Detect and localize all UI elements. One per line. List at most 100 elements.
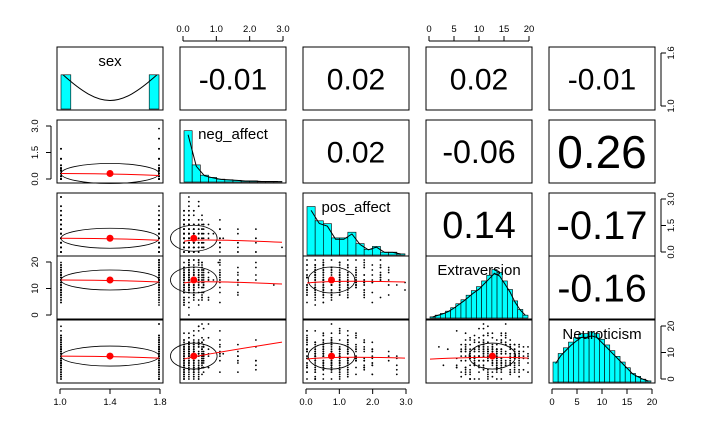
scatter-point [460,350,463,353]
histogram-bar [599,338,605,383]
scatter-point [192,264,195,266]
scatter-point [322,373,325,376]
scatter-point [192,296,195,299]
scatter-point [60,284,62,286]
scatter-point [60,336,62,339]
scatter-point [158,296,160,299]
scatter-point [201,274,203,276]
scatter-point [464,355,467,357]
scatter-point [363,364,366,367]
scatter-point [395,355,398,357]
scatter-point [527,346,529,348]
scatter-point [188,205,190,208]
scatter-point [197,286,200,289]
scatter-point [363,341,366,344]
scatter-point [158,274,160,276]
scatter-point [201,228,203,231]
scatter-point [314,375,317,378]
scatter-point [478,371,480,373]
scatter-point [464,332,467,335]
scatter-point [322,334,325,337]
scatter-point [518,375,520,378]
scatter-point [322,339,325,341]
scatter-point [237,284,239,286]
scatter-point [237,251,239,253]
scatter-point [188,264,190,266]
scatter-point [338,348,341,351]
scatter-point [346,284,349,286]
scatter-point [60,339,62,341]
scatter-point [379,279,382,281]
scatter-point [346,375,349,378]
histogram-bar [481,280,488,319]
scatter-point [188,200,190,203]
left-axis-tick-label: 1.5 [30,146,41,159]
scatter-point [202,339,205,341]
bottom-axis-tick-label: 1.0 [53,397,66,408]
right-axis-tick-label: 0 [666,376,677,381]
scatter-point [158,362,160,364]
scatter-point [219,219,221,221]
scatter-point [158,219,160,221]
bottom-axis-tick-label: 20 [647,397,658,408]
scatter-point [346,264,349,266]
scatter-point [219,339,221,341]
scatter-point [355,274,357,276]
scatter-point [469,348,471,351]
scatter-point [491,364,494,367]
scatter-point [201,350,203,353]
scatter-point [255,228,257,231]
scatter-point [491,362,494,364]
histogram-bar [60,74,72,110]
panel-Neuroticism-neg_affect [179,319,287,384]
histogram-bar [573,337,580,383]
scatter-point [314,264,317,266]
scatter-point [192,209,195,212]
scatter-point [522,350,525,353]
scatter-point [197,366,200,369]
scatter-point [363,259,366,261]
scatter-point [404,289,406,291]
scatter-point [355,355,357,357]
scatter-point [158,334,160,337]
scatter-point [197,200,200,203]
variable-label: sex [98,53,122,70]
scatter-point [478,364,480,367]
scatter-point [495,352,498,355]
scatter-point [330,323,333,325]
scatter-point [455,364,458,367]
bottom-axis-tick-label: 2.0 [366,397,379,408]
scatter-point [338,364,341,367]
scatter-point [509,348,512,351]
scatter-point [522,355,525,357]
scatter-point [355,373,357,376]
scatter-point [500,352,503,355]
panel-sex-neg_affect [179,46,287,111]
scatter-point [346,362,349,364]
scatter-point [237,266,239,269]
scatter-point [504,364,507,367]
scatter-point [338,286,341,289]
scatter-point [201,294,203,296]
scatter-point [330,339,333,341]
scatter-point [192,299,195,301]
scatter-point [306,339,308,341]
scatter-point [330,359,333,362]
scatter-point [188,223,190,226]
scatter-point [158,368,160,371]
scatter-point [487,332,489,335]
scatter-point [201,299,203,301]
scatter-point [237,279,239,281]
scatter-point [438,346,440,348]
scatter-point [487,352,489,355]
scatter-point [60,219,62,221]
scatter-point [482,334,485,337]
scatter-point [158,373,160,376]
correlation-label: -0.16 [557,268,646,311]
scatter-point [158,127,160,130]
scatter-point [338,294,341,296]
scatter-point [183,350,185,353]
scatter-point [237,294,239,296]
scatter-point [355,332,357,335]
scatter-point [371,281,374,284]
